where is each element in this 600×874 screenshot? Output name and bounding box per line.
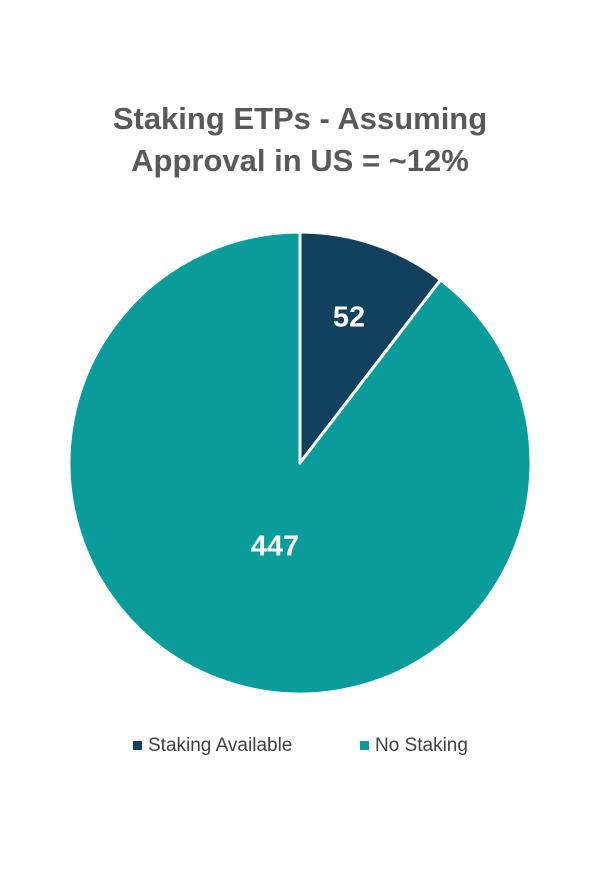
data-label: 447 — [251, 531, 299, 563]
pie-slice — [298, 230, 443, 465]
legend-label: No Staking — [375, 735, 468, 756]
chart-title: Staking ETPs - Assuming Approval in US =… — [112, 101, 488, 178]
data-label: 52 — [333, 301, 365, 333]
legend-swatch — [360, 741, 369, 750]
legend-label: Staking Available — [148, 735, 292, 756]
pie-slice — [67, 230, 533, 696]
legend-swatch — [133, 741, 142, 750]
